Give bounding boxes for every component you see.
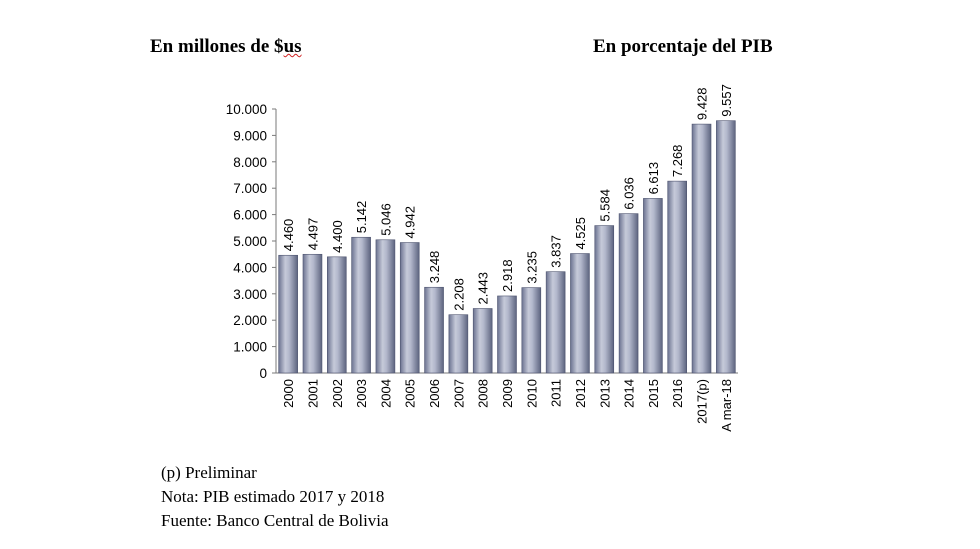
bar [667, 180, 687, 374]
y-tick-label: 0 [259, 366, 267, 381]
x-tick-label: 2014 [622, 379, 637, 408]
x-tick-label: 2009 [500, 379, 515, 408]
bar [302, 253, 323, 374]
bar-value-label: 9.557 [719, 84, 734, 117]
y-tick-label: 9.000 [233, 128, 267, 143]
bar [497, 295, 517, 374]
bar-value-label: 2.443 [476, 272, 491, 305]
bar [424, 286, 444, 374]
bar [399, 242, 420, 374]
bar-value-label: 7.268 [670, 145, 685, 178]
x-tick-label: 2008 [476, 379, 491, 408]
y-tick-label: 3.000 [233, 287, 267, 302]
bar-value-label: 9.428 [695, 88, 710, 121]
bar-value-label: 6.613 [646, 162, 661, 195]
bar-value-label: 2.208 [451, 278, 466, 311]
bar-value-label: 3.235 [524, 251, 539, 284]
bar [594, 225, 615, 374]
note-preliminary: (p) Preliminar [161, 463, 257, 482]
x-tick-label: 2001 [305, 379, 320, 408]
bar-value-label: 3.248 [427, 251, 442, 284]
y-tick-label: 10.000 [226, 102, 267, 117]
bar [448, 314, 469, 374]
y-tick-label: 2.000 [233, 313, 267, 328]
y-tick-label: 5.000 [233, 234, 267, 249]
bar [375, 239, 396, 374]
bar-value-label: 3.837 [549, 235, 564, 268]
x-tick-label: 2017(p) [695, 379, 710, 424]
bar [643, 198, 663, 374]
y-tick-label: 4.000 [233, 260, 267, 275]
bar [472, 308, 493, 374]
bar-value-label: 6.036 [622, 177, 637, 210]
x-tick-label: 2016 [670, 379, 685, 408]
bar [327, 256, 347, 374]
x-tick-label: 2015 [646, 379, 661, 408]
chart-heading-left: En millones de $us [150, 36, 302, 58]
x-tick-label: 2002 [330, 379, 345, 408]
x-tick-label: 2012 [573, 379, 588, 408]
bar [570, 253, 590, 374]
y-tick-label: 7.000 [233, 181, 267, 196]
x-tick-label: 2006 [427, 379, 442, 408]
x-tick-label: 2007 [451, 379, 466, 408]
y-tick-label: 8.000 [233, 155, 267, 170]
note-source: Fuente: Banco Central de Bolivia [161, 511, 389, 530]
bar [521, 287, 542, 374]
bar-value-label: 5.584 [597, 189, 612, 222]
bar [351, 236, 371, 374]
y-tick-label: 6.000 [233, 208, 267, 223]
bar-value-label: 5.142 [354, 201, 369, 234]
x-tick-label: 2000 [281, 379, 296, 408]
bar-value-label: 4.400 [330, 220, 345, 253]
x-tick-label: 2005 [403, 379, 418, 408]
x-tick-label: A mar-18 [719, 379, 734, 432]
bar [618, 213, 639, 374]
bar-value-label: 4.942 [403, 206, 418, 239]
bar-value-label: 4.460 [281, 219, 296, 252]
bar [545, 271, 566, 374]
bar [691, 123, 712, 374]
chart-heading-right: En porcentaje del PIB [593, 36, 773, 57]
x-tick-label: 2004 [378, 379, 393, 408]
x-tick-label: 2010 [524, 379, 539, 408]
heading-left-suffix: us [283, 36, 302, 57]
bar-value-label: 4.497 [305, 218, 320, 251]
x-tick-label: 2011 [549, 379, 564, 407]
x-tick-label: 2003 [354, 379, 369, 408]
bar [716, 120, 736, 374]
bar-value-label: 5.046 [378, 203, 393, 236]
chart-notes: (p) Preliminar Nota: PIB estimado 2017 y… [161, 461, 389, 533]
heading-left-prefix: En millones de $ [150, 36, 284, 57]
x-tick-label: 2013 [597, 379, 612, 408]
bar-value-label: 4.525 [573, 217, 588, 250]
y-tick-label: 1.000 [233, 340, 267, 355]
bar [278, 254, 298, 374]
note-estimate: Nota: PIB estimado 2017 y 2018 [161, 487, 385, 506]
bar-value-label: 2.918 [500, 259, 515, 292]
